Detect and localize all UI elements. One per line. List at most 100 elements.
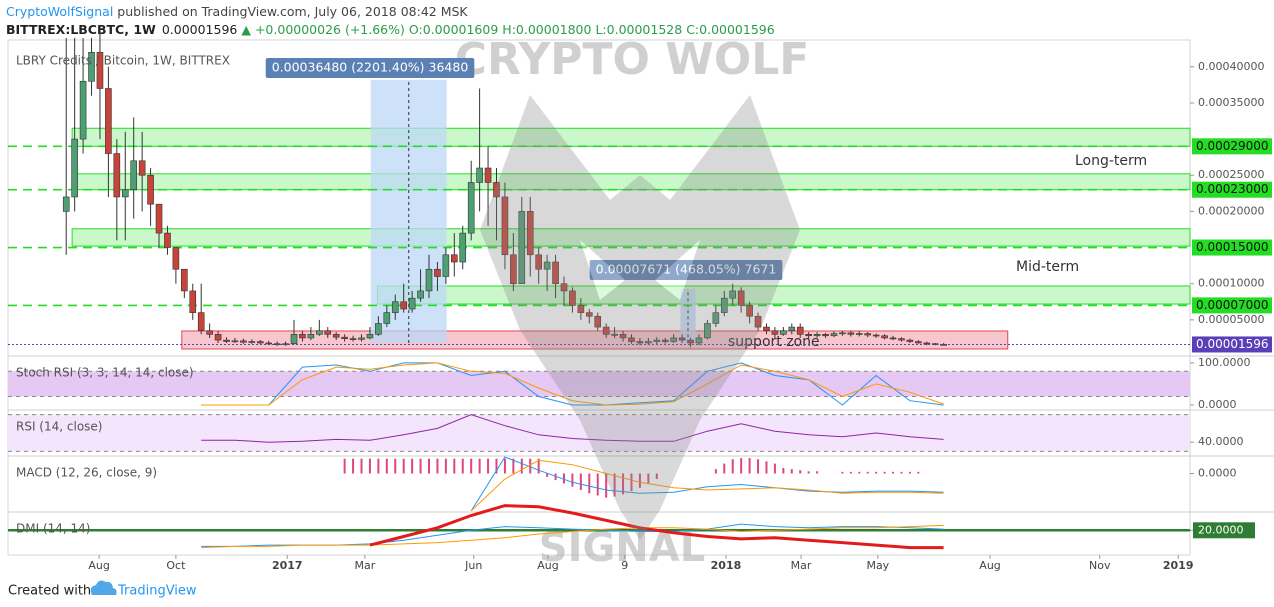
x-tick-label: Aug (88, 559, 109, 572)
candle-body (324, 330, 332, 335)
last: 0.00001596 (162, 22, 238, 37)
level-label: 0.00023000 (1196, 182, 1269, 196)
level-label: 0.00015000 (1196, 240, 1269, 254)
candle-body (214, 334, 222, 341)
candle-body (670, 337, 677, 342)
x-tick-label: Oct (166, 559, 186, 572)
histogram-bar (529, 458, 532, 474)
candle-body (754, 315, 762, 328)
pane-title: DMI (14, 14) (16, 522, 90, 536)
candle-body (915, 341, 922, 344)
histogram-bar (377, 458, 380, 474)
candle-body (535, 254, 542, 270)
candle-body (400, 301, 407, 310)
band (8, 414, 1190, 452)
indicator-line (201, 362, 944, 406)
x-tick-label: May (866, 559, 889, 572)
open: O:0.00001609 (409, 22, 498, 37)
candle-body (493, 182, 500, 198)
candle-body (611, 334, 618, 336)
candle-body (358, 337, 365, 340)
x-tick-label: 2018 (711, 559, 742, 572)
histogram-bar (436, 458, 439, 474)
pane-title: Stoch RSI (3, 3, 14, 14, close) (16, 366, 194, 380)
candle-body (628, 337, 635, 342)
candle-body (197, 312, 205, 331)
candle-body (256, 341, 264, 344)
candle-body (560, 283, 568, 292)
histogram-bar (714, 469, 717, 474)
candle-body (510, 254, 517, 284)
candle-body (864, 333, 872, 336)
candle-body (349, 338, 357, 340)
histogram-bar (765, 461, 768, 474)
candle-body (763, 326, 770, 331)
level-label: 0.00029000 (1196, 139, 1269, 153)
candle-body (71, 138, 78, 198)
candle-body (653, 339, 661, 342)
histogram-bar (748, 458, 751, 474)
candle-body (79, 80, 87, 140)
indicator-line (369, 504, 944, 550)
y-tick-label: 20.0000 (1198, 523, 1244, 536)
histogram-bar (807, 471, 810, 474)
histogram-bar (427, 458, 430, 474)
change: ▲ +0.00000026 (+1.66%) (241, 22, 405, 37)
candle-body (839, 332, 846, 335)
candle-body (172, 247, 180, 270)
candle-body (62, 196, 70, 212)
x-tick-label: Mar (354, 559, 375, 572)
candle-body (476, 167, 483, 183)
candle-body (737, 290, 745, 306)
band (8, 371, 1190, 397)
histogram-bar (461, 458, 464, 474)
candle-body (813, 334, 821, 337)
measure-label: 0.00007671 (468.05%) 7671 (596, 262, 777, 277)
candle-body (796, 326, 804, 335)
histogram-bar (495, 458, 498, 474)
histogram-bar (613, 473, 616, 497)
candle-body (585, 312, 593, 317)
watermark-logo (480, 95, 800, 540)
candle-body (299, 334, 306, 339)
candle-body (96, 52, 104, 89)
y-tick-label: 0.00040000 (1198, 60, 1264, 73)
wolf-eye (655, 240, 700, 300)
x-tick-label: Jun (464, 559, 482, 572)
histogram-bar (512, 458, 515, 474)
histogram-bar (487, 458, 490, 474)
pane-title: RSI (14, close) (16, 420, 102, 434)
candle-body (788, 326, 796, 331)
symbol-line: BITTREX:LBCBTC, 1W 0.00001596 ▲ +0.0000002… (6, 22, 775, 37)
histogram-bar (411, 458, 414, 474)
indicator-line (470, 456, 944, 512)
candle-body (206, 330, 213, 335)
candle-body (552, 261, 559, 284)
histogram-bar (579, 473, 582, 490)
level-zone (71, 228, 1191, 247)
histogram-bar (537, 458, 540, 474)
candle-body (189, 290, 197, 313)
histogram-bar (562, 473, 565, 484)
candle-body (375, 323, 382, 335)
level-label-box (1192, 239, 1272, 256)
last-price-label: 0.00001596 (1196, 337, 1269, 351)
x-tick-label: Aug (979, 559, 1000, 572)
tradingview-link[interactable]: TradingView (117, 584, 197, 599)
histogram-bar (394, 458, 397, 474)
candle-body (366, 334, 374, 339)
histogram-bar (799, 470, 802, 474)
annotation: Long-term (1075, 153, 1147, 169)
author[interactable]: CryptoWolfSignal (6, 4, 113, 19)
y-tick-label: 0.0000 (1198, 467, 1237, 480)
wolf-eye (580, 240, 625, 300)
histogram-bar (638, 473, 641, 488)
candle-body (138, 160, 146, 176)
candle-body (720, 297, 728, 313)
candle-body (687, 339, 694, 344)
candle-body (332, 334, 340, 338)
histogram-bar (790, 469, 793, 474)
y-tick-label: 100.0000 (1198, 356, 1251, 369)
candle-body (316, 330, 323, 335)
candle-body (231, 340, 239, 343)
